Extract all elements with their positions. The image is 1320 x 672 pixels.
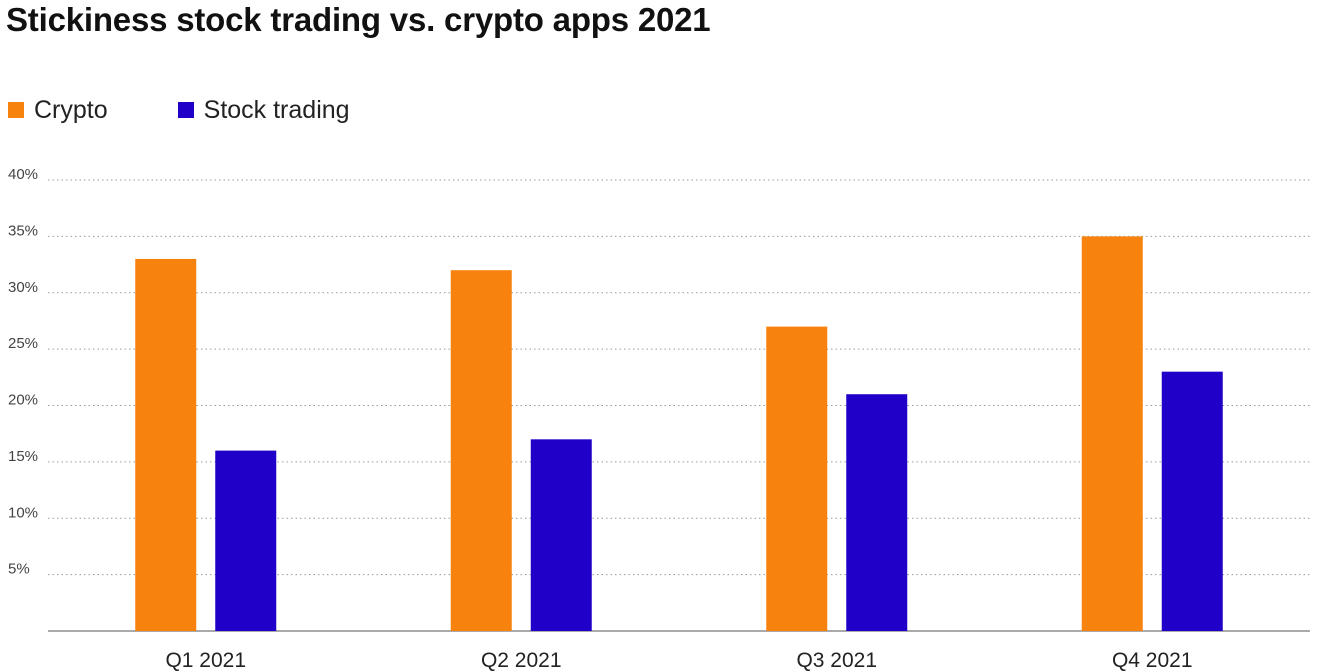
y-tick-label: 35% (8, 222, 38, 239)
y-tick-label: 25% (8, 335, 38, 352)
bar-stock-trading-q3-2021 (846, 394, 908, 631)
y-tick-label: 20% (8, 392, 38, 409)
bar-crypto-q3-2021 (766, 326, 828, 631)
x-category-label: Q1 2021 (165, 649, 246, 672)
bar-stock-trading-q4-2021 (1161, 371, 1223, 631)
y-tick-label: 15% (8, 448, 38, 465)
gridlines (48, 179, 1310, 632)
x-category-label: Q3 2021 (796, 649, 877, 672)
x-category-label: Q2 2021 (481, 649, 562, 672)
bar-crypto-q4-2021 (1081, 236, 1143, 631)
y-tick-label: 5% (8, 561, 30, 578)
legend-swatch-stock-trading (177, 102, 194, 118)
x-category-label: Q4 2021 (1112, 649, 1193, 672)
legend-item-crypto: Crypto (8, 95, 108, 125)
bar-stock-trading-q2-2021 (530, 439, 592, 631)
bars (135, 236, 1223, 631)
chart-title: Stickiness stock trading vs. crypto apps… (6, 1, 711, 38)
bar-crypto-q1-2021 (135, 258, 197, 631)
y-tick-label: 40% (8, 166, 38, 183)
bar-stock-trading-q1-2021 (215, 450, 277, 631)
legend-item-stock-trading: Stock trading (177, 95, 350, 125)
legend: Crypto Stock trading (8, 94, 420, 126)
legend-swatch-crypto (8, 102, 24, 118)
y-tick-label: 10% (8, 504, 38, 521)
axis-labels: 5% 10% 15% 20% 25% 30% 35% 40% Q1 2021 Q2 2021 Q3 … (8, 166, 1193, 672)
legend-label-crypto: Crypto (34, 96, 108, 124)
bar-crypto-q2-2021 (450, 270, 512, 631)
legend-label-stock-trading: Stock trading (203, 96, 350, 124)
y-tick-label: 30% (8, 279, 38, 296)
